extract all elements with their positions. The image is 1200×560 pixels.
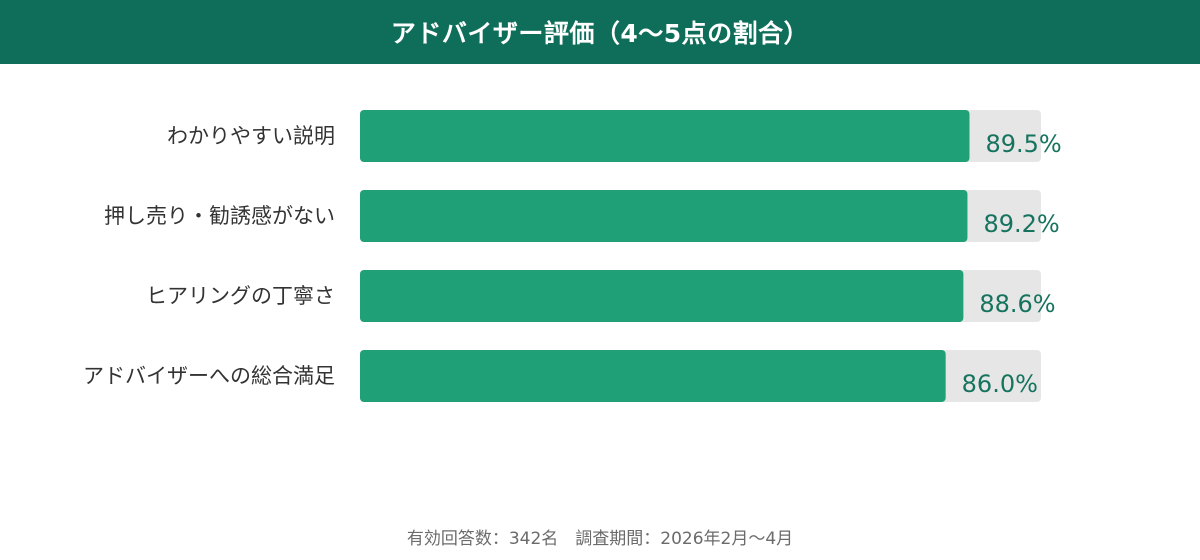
value-label: 86.0%: [962, 370, 1038, 398]
value-label: 88.6%: [979, 290, 1055, 318]
bar-chart: わかりやすい説明 89.5% 押し売り・勧誘感がない 89.2% ヒアリングの丁寧さ 88…: [83, 110, 1062, 402]
category-label: ヒアリングの丁寧さ: [146, 284, 335, 308]
bar: [360, 190, 968, 242]
value-label: 89.5%: [985, 130, 1061, 158]
category-label: わかりやすい説明: [167, 124, 335, 148]
chart-title: アドバイザー評価（4〜5点の割合）: [390, 19, 810, 48]
footer-note: 有効回答数：342名 調査期間：2026年2月〜4月: [406, 529, 794, 549]
bar: [360, 270, 964, 322]
value-label: 89.2%: [983, 210, 1059, 238]
category-label: アドバイザーへの総合満足: [83, 364, 335, 388]
bar: [360, 350, 946, 402]
category-label: 押し売り・勧誘感がない: [104, 204, 335, 228]
header-bar: アドバイザー評価（4〜5点の割合）: [0, 0, 1200, 64]
bar: [360, 110, 970, 162]
